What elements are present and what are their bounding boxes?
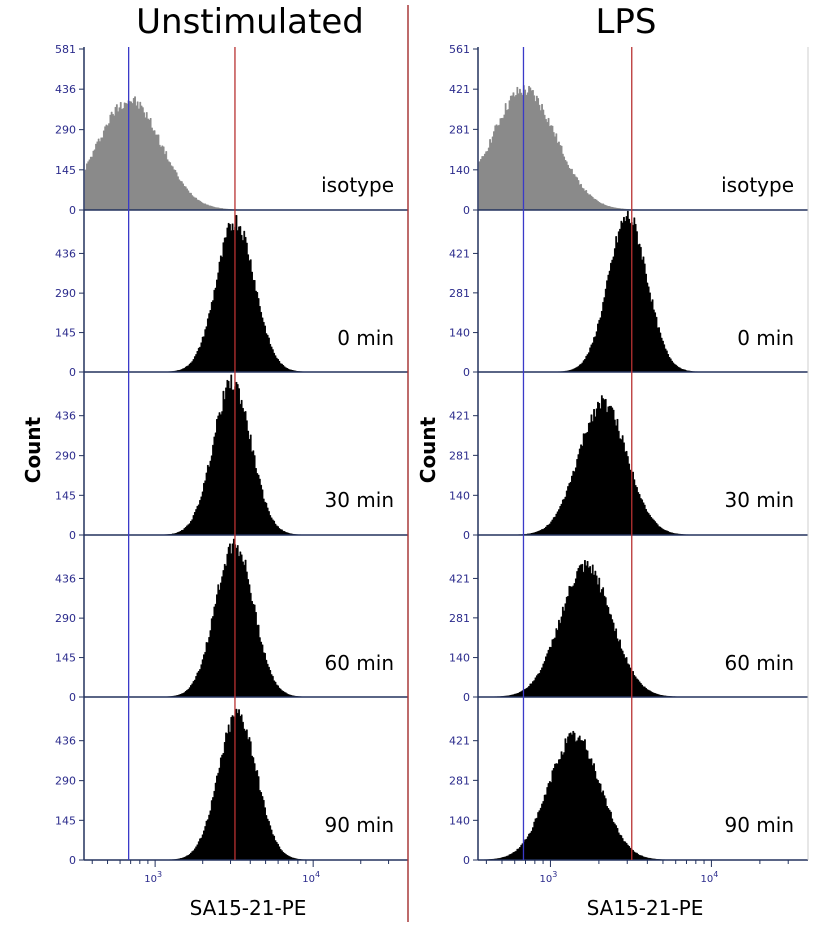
y-tick-label: 0: [463, 529, 470, 542]
y-tick-label: 145: [55, 652, 76, 665]
sample-label: isotype: [721, 173, 794, 197]
y-tick-label: 145: [55, 164, 76, 177]
y-tick-label: 290: [55, 450, 76, 463]
y-tick-label: 140: [449, 652, 470, 665]
x-tick-label: 103: [540, 870, 558, 885]
y-tick-label: 0: [463, 854, 470, 867]
y-tick-label: 290: [55, 612, 76, 625]
y-tick-label: 281: [449, 774, 470, 787]
y-axis-label: Count: [21, 416, 45, 483]
y-tick-label: 436: [55, 83, 76, 96]
x-tick-exponent: 4: [713, 870, 718, 879]
y-tick-label: 436: [55, 735, 76, 748]
y-tick-label: 0: [463, 204, 470, 217]
y-tick-label: 0: [69, 204, 76, 217]
panel-lps: LPS 0 140 281 421 561 isotype 0 140 281 421 0 min 0 1…: [416, 2, 809, 920]
y-tick-label: 281: [449, 123, 470, 136]
y-tick-label: 436: [55, 247, 76, 260]
y-tick-label: 281: [449, 449, 470, 462]
y-tick-label: 421: [449, 572, 470, 585]
histogram-30-min: [479, 395, 808, 536]
y-tick-label: 436: [55, 410, 76, 423]
y-tick-label: 145: [55, 814, 76, 827]
sample-label: 0 min: [737, 326, 794, 350]
sample-label: 60 min: [724, 651, 794, 675]
y-tick-label: 561: [449, 43, 470, 56]
x-axis-label: SA15-21-PE: [587, 896, 704, 920]
y-tick-label: 421: [449, 83, 470, 96]
x-tick-exponent: 3: [552, 870, 557, 879]
y-tick-label: 290: [55, 775, 76, 788]
y-tick-label: 145: [55, 327, 76, 340]
panel-title: LPS: [595, 2, 656, 42]
sample-label: isotype: [321, 173, 394, 197]
y-tick-label: 0: [69, 529, 76, 542]
x-tick-exponent: 3: [157, 870, 162, 879]
y-tick-label: 281: [449, 612, 470, 625]
y-tick-label: 421: [449, 735, 470, 748]
x-axis-label: SA15-21-PE: [190, 896, 307, 920]
sample-label: 90 min: [724, 813, 794, 837]
y-tick-label: 0: [463, 691, 470, 704]
y-tick-label: 290: [55, 124, 76, 137]
y-tick-label: 290: [55, 287, 76, 300]
sample-label: 0 min: [337, 326, 394, 350]
sample-label: 60 min: [324, 651, 394, 675]
x-tick-label: 104: [701, 870, 719, 885]
y-tick-label: 436: [55, 572, 76, 585]
y-tick-label: 140: [449, 489, 470, 502]
y-tick-label: 0: [463, 366, 470, 379]
y-tick-label: 140: [449, 327, 470, 340]
sample-label: 30 min: [724, 488, 794, 512]
x-tick-label: 103: [144, 870, 162, 885]
histogram-60-min: [479, 560, 808, 698]
y-tick-label: 581: [55, 43, 76, 56]
panel-title: Unstimulated: [136, 2, 364, 42]
y-tick-label: 145: [55, 489, 76, 502]
x-tick-label: 104: [302, 870, 320, 885]
y-axis-label: Count: [416, 416, 440, 483]
sample-label: 90 min: [324, 813, 394, 837]
panel-unstimulated: Unstimulated 0 145 290 436 581 isotype 0 145 290 4…: [21, 2, 408, 920]
y-tick-label: 0: [69, 854, 76, 867]
y-tick-label: 421: [449, 410, 470, 423]
x-tick-exponent: 4: [315, 870, 320, 879]
y-tick-label: 281: [449, 287, 470, 300]
y-tick-label: 421: [449, 247, 470, 260]
sample-label: 30 min: [324, 488, 394, 512]
y-tick-label: 0: [69, 366, 76, 379]
y-tick-label: 140: [449, 164, 470, 177]
y-tick-label: 140: [449, 814, 470, 827]
y-tick-label: 0: [69, 691, 76, 704]
histogram-90-min: [85, 708, 408, 861]
histogram-90-min: [478, 730, 808, 861]
